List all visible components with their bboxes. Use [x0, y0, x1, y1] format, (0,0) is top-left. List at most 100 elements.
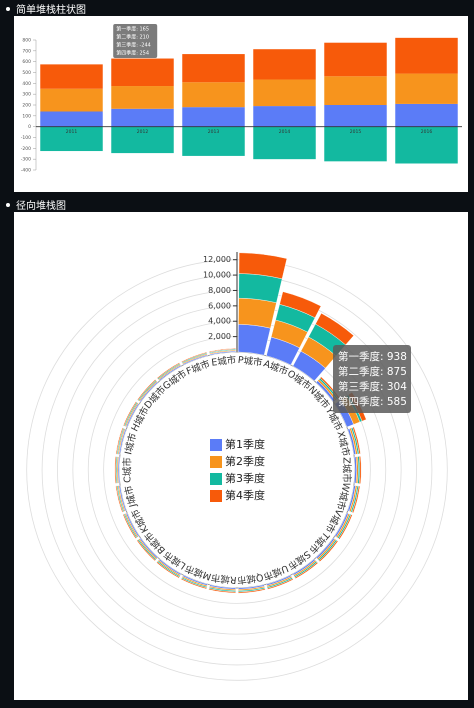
legend-label: 第3季度 [225, 471, 265, 485]
bar-segment [123, 401, 137, 427]
bar-segment [253, 79, 316, 107]
angle-label: I城市 [122, 431, 139, 456]
bar-segment [156, 362, 180, 379]
bar-segment [208, 348, 236, 353]
bar-segment [122, 513, 137, 539]
bar-segment [253, 49, 316, 80]
bar-segment [111, 126, 174, 154]
legend-swatch [210, 439, 222, 451]
bar-segment [156, 561, 180, 579]
legend-swatch [210, 490, 222, 502]
bar-segment [324, 126, 387, 162]
bar-segment [267, 578, 294, 590]
bullet [6, 7, 10, 11]
y-tick-label: 0 [28, 124, 31, 130]
y-tick-label: -100 [21, 135, 31, 141]
bar-segment [238, 273, 283, 303]
x-tick-label: 2015 [350, 129, 362, 135]
y-tick-label: 300 [22, 92, 31, 98]
y-tick-label: 700 [22, 48, 31, 54]
legend-swatch [210, 473, 222, 485]
bar-segment [253, 126, 316, 160]
bar-segment [324, 105, 387, 127]
bar-segment [111, 86, 174, 109]
x-tick-label: 2014 [279, 129, 291, 135]
bar-segment [395, 37, 458, 74]
y-tick-label: 800 [22, 38, 31, 44]
legend-swatch [210, 456, 222, 468]
bar-segment [315, 312, 354, 346]
bar-segment [279, 291, 322, 319]
radial-tick-label: 6,000 [208, 301, 231, 310]
angle-label: Q城市 [236, 571, 264, 586]
bar-segment [351, 485, 361, 514]
tooltip-line: 第三季度: 304 [338, 380, 407, 393]
bar-segment [111, 108, 174, 127]
tooltip-line: 第一季度: 938 [338, 350, 407, 363]
bar-segment [324, 42, 387, 77]
angle-label: J城市 [122, 484, 139, 509]
x-tick-label: 2012 [137, 129, 149, 135]
legend-label: 第4季度 [225, 488, 265, 502]
tooltip-line: 第二季度: 875 [338, 365, 407, 378]
bar-segment [181, 351, 208, 363]
radial-tick-label: 12,000 [203, 255, 231, 264]
tooltip-line: 第四季度: 585 [338, 395, 407, 408]
bar-segment [40, 88, 103, 112]
bar-segment [238, 588, 266, 594]
bar-segment [40, 111, 103, 127]
bullet [6, 203, 10, 207]
bar-segment [40, 126, 103, 152]
x-tick-label: 2013 [208, 129, 220, 135]
radial-tick-label: 8,000 [208, 286, 231, 295]
y-tick-label: 600 [22, 59, 31, 65]
bar-segment [294, 561, 319, 579]
angle-label: E城市 [211, 354, 238, 369]
bar-segment [111, 58, 174, 87]
tooltip [333, 345, 411, 413]
bar-segment [395, 103, 458, 127]
angle-label: Z城市 [341, 457, 353, 483]
bar-segment [137, 379, 157, 401]
tooltip-line: 第三季度: -244 [116, 42, 151, 49]
bar-segment [253, 106, 316, 127]
bar-segment [114, 456, 117, 484]
y-tick-label: 400 [22, 81, 31, 87]
y-tick-label: 100 [22, 113, 31, 119]
tooltip-line: 第四季度: 254 [116, 50, 149, 57]
bar-segment [318, 540, 339, 562]
legend-label: 第1季度 [225, 437, 265, 451]
bar-segment [136, 539, 156, 562]
radial-tick-label: 10,000 [203, 271, 231, 280]
bar-segment [182, 82, 245, 108]
angle-label: C城市 [122, 457, 134, 483]
y-tick-label: -200 [21, 146, 31, 152]
bar-segment [182, 107, 245, 127]
legend-label: 第2季度 [225, 454, 265, 468]
bar-segment [238, 297, 277, 329]
bar-segment [115, 485, 124, 513]
radial-tick-label: 4,000 [208, 317, 231, 326]
bar-segment [395, 73, 458, 104]
section-title: 径向堆栈图 [16, 199, 66, 212]
y-tick-label: -400 [21, 168, 31, 174]
bar-segment [115, 427, 124, 455]
y-tick-label: 500 [22, 70, 31, 76]
bar-segment [395, 126, 458, 164]
angle-label: P城市 [237, 354, 263, 369]
angle-label: R城市 [210, 571, 237, 586]
bar-segment [182, 126, 245, 156]
x-tick-label: 2016 [421, 129, 433, 135]
bar-segment [40, 64, 103, 89]
x-tick-label: 2011 [66, 129, 78, 135]
bar-segment [182, 54, 245, 83]
bar-segment [208, 588, 236, 594]
bar-segment [324, 76, 387, 105]
y-tick-label: -300 [21, 157, 31, 163]
bar-segment [338, 514, 353, 540]
bar-segment [358, 456, 362, 484]
radial-tick-label: 2,000 [208, 332, 231, 341]
section-title: 简单堆栈柱状图 [16, 3, 86, 16]
